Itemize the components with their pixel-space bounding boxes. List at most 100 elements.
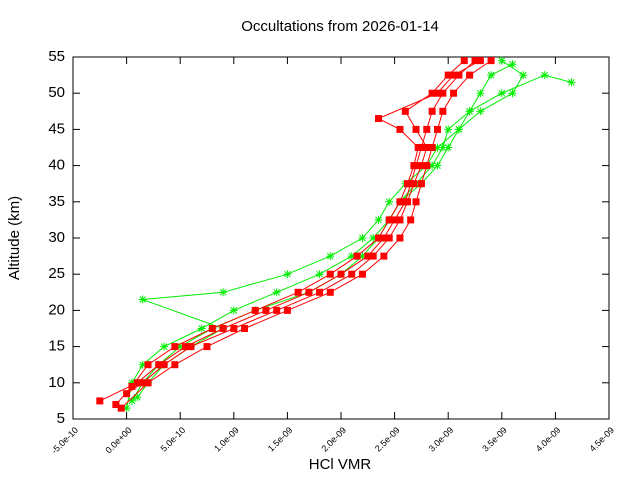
data-point [439, 107, 447, 115]
data-point [444, 125, 453, 134]
data-point [283, 270, 292, 279]
data-point [540, 71, 549, 80]
data-point [423, 125, 431, 133]
y-axis-label: Altitude (km) [6, 196, 23, 280]
data-point [262, 306, 270, 314]
data-point [112, 401, 120, 409]
y-tick-label: 40 [48, 157, 65, 174]
y-tick-label: 45 [48, 120, 65, 137]
data-point [407, 216, 415, 224]
data-point [476, 107, 485, 116]
data-point [176, 342, 185, 351]
data-point [412, 198, 420, 206]
data-point [438, 143, 447, 152]
profile-line [136, 60, 524, 398]
data-point [375, 234, 383, 242]
data-point [465, 107, 474, 116]
data-point [133, 393, 142, 402]
y-tick-label: 5 [57, 410, 65, 427]
data-point [508, 89, 517, 98]
data-point [412, 125, 420, 133]
data-point [369, 234, 378, 242]
data-point [487, 71, 496, 80]
data-point [417, 180, 425, 188]
data-point [375, 115, 383, 123]
data-point [229, 306, 238, 315]
data-point [487, 57, 495, 65]
data-point [567, 78, 576, 87]
data-point [358, 252, 367, 261]
data-point [160, 342, 169, 351]
y-tick-label: 15 [48, 338, 65, 355]
chart-title: Occultations from 2026-01-14 [241, 18, 439, 35]
data-point [139, 379, 147, 387]
data-point [171, 361, 179, 369]
data-point [369, 252, 377, 260]
data-point [326, 252, 335, 261]
data-point [117, 404, 125, 412]
data-point [417, 162, 425, 170]
data-point [410, 180, 418, 188]
data-point [219, 325, 227, 332]
data-point [187, 343, 195, 351]
data-point [428, 144, 436, 151]
y-tick-label: 25 [48, 265, 65, 282]
data-point [476, 57, 484, 65]
data-point [396, 125, 404, 133]
data-point [519, 71, 528, 80]
data-point [423, 144, 431, 151]
data-point [127, 378, 136, 387]
data-point [410, 162, 418, 170]
y-tick-label: 50 [48, 84, 65, 101]
data-point [272, 288, 281, 297]
data-point [241, 325, 249, 332]
data-point [433, 89, 441, 97]
data-point [128, 382, 136, 390]
data-point [251, 306, 259, 314]
data-point [127, 396, 136, 405]
data-point [353, 252, 361, 260]
data-point [358, 270, 366, 278]
data-point [444, 143, 453, 152]
data-point [460, 57, 468, 65]
data-point [385, 234, 393, 242]
data-point [403, 198, 411, 206]
data-point [144, 379, 152, 387]
data-point [219, 288, 228, 297]
data-point [374, 215, 383, 224]
data-point [428, 107, 436, 115]
data-point [273, 306, 281, 314]
data-point [396, 216, 404, 224]
data-point [433, 161, 442, 170]
profile-line [126, 74, 572, 409]
data-point [208, 325, 216, 332]
data-point [444, 71, 452, 79]
data-point [358, 234, 367, 242]
data-point [380, 252, 388, 260]
data-point [326, 270, 334, 278]
data-point [315, 270, 324, 279]
data-point [294, 288, 302, 296]
data-point [454, 125, 463, 134]
data-point [160, 361, 168, 369]
y-tick-label: 10 [48, 374, 65, 391]
data-point [450, 71, 458, 79]
data-point [455, 71, 463, 79]
data-point [316, 288, 324, 296]
y-tick-label: 20 [48, 301, 65, 318]
data-point [347, 252, 356, 261]
data-point [283, 306, 291, 314]
data-point [466, 71, 474, 79]
data-point [396, 198, 404, 206]
data-point [96, 397, 104, 405]
data-point [403, 180, 411, 188]
data-point [433, 125, 441, 133]
data-point [433, 143, 442, 152]
data-point [391, 216, 399, 224]
y-tick-label: 30 [48, 229, 65, 246]
data-point [122, 404, 131, 413]
data-point [428, 89, 436, 97]
data-point [385, 216, 393, 224]
